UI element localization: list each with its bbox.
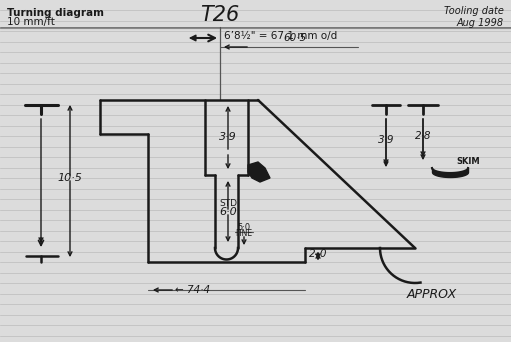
Text: 5·0: 5·0 bbox=[238, 224, 250, 233]
Text: T26: T26 bbox=[200, 5, 240, 25]
Text: 6’8½" = 67.1 mm o/d: 6’8½" = 67.1 mm o/d bbox=[224, 31, 337, 41]
Text: 10·5: 10·5 bbox=[58, 173, 82, 183]
Text: 2·8: 2·8 bbox=[415, 131, 431, 141]
Text: 10 mm/ft: 10 mm/ft bbox=[7, 17, 55, 27]
Text: FINE: FINE bbox=[236, 229, 252, 238]
Text: 2–0: 2–0 bbox=[309, 249, 327, 259]
Text: 6·0: 6·0 bbox=[219, 207, 237, 217]
Text: STD: STD bbox=[219, 198, 237, 208]
Text: ← 74·4: ← 74·4 bbox=[175, 285, 210, 295]
Text: 3·9: 3·9 bbox=[219, 132, 237, 142]
Polygon shape bbox=[248, 162, 270, 182]
Text: Tooling date
Aug 1998: Tooling date Aug 1998 bbox=[444, 6, 504, 28]
Text: APPROX: APPROX bbox=[407, 289, 457, 302]
Text: 60·5: 60·5 bbox=[284, 33, 307, 43]
Text: 3·9: 3·9 bbox=[378, 135, 394, 145]
Text: Turning diagram: Turning diagram bbox=[7, 8, 104, 18]
Text: SKIM: SKIM bbox=[456, 158, 480, 167]
